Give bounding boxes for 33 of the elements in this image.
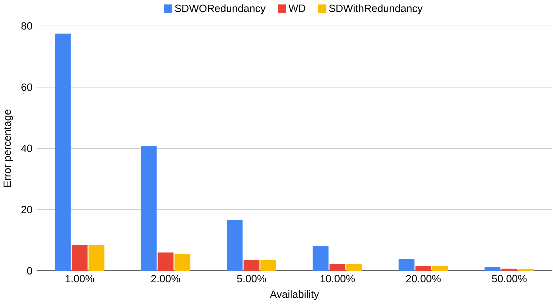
- x-tick-label: 10.00%: [320, 275, 356, 283]
- bar: [174, 254, 191, 272]
- bar: [88, 244, 105, 272]
- bar: [398, 259, 415, 272]
- bar: [484, 267, 501, 272]
- x-tick-label: 1.00%: [66, 275, 94, 283]
- x-axis-title: Availability: [270, 290, 320, 300]
- y-axis-title: Error percentage: [4, 110, 14, 187]
- x-tick-label: 20.00%: [406, 275, 441, 283]
- bar: [141, 146, 157, 272]
- bar: [260, 260, 277, 272]
- bar: [330, 264, 346, 272]
- bar: [72, 244, 88, 272]
- legend-label: SDWORedundancy: [175, 4, 266, 14]
- x-tick-label: 5.00%: [237, 275, 266, 283]
- bar: [312, 246, 329, 272]
- bar: [55, 34, 71, 272]
- bar: [346, 264, 362, 272]
- bar: [502, 268, 518, 272]
- y-tick-label: 60: [22, 84, 32, 92]
- bar: [244, 260, 260, 272]
- legend-label: SDWithRedundancy: [329, 4, 423, 14]
- legend-label: WD: [288, 4, 306, 12]
- bar: [432, 266, 448, 272]
- x-tick-label: 2.00%: [152, 275, 180, 283]
- y-tick-label: 0: [27, 267, 32, 275]
- y-tick-label: 20: [22, 206, 32, 214]
- x-tick-label: 50.00%: [492, 275, 527, 283]
- y-tick-label: 80: [22, 22, 32, 30]
- bar: [158, 252, 174, 272]
- bar: [226, 220, 243, 272]
- bar: [416, 266, 432, 272]
- y-tick-label: 40: [21, 144, 32, 152]
